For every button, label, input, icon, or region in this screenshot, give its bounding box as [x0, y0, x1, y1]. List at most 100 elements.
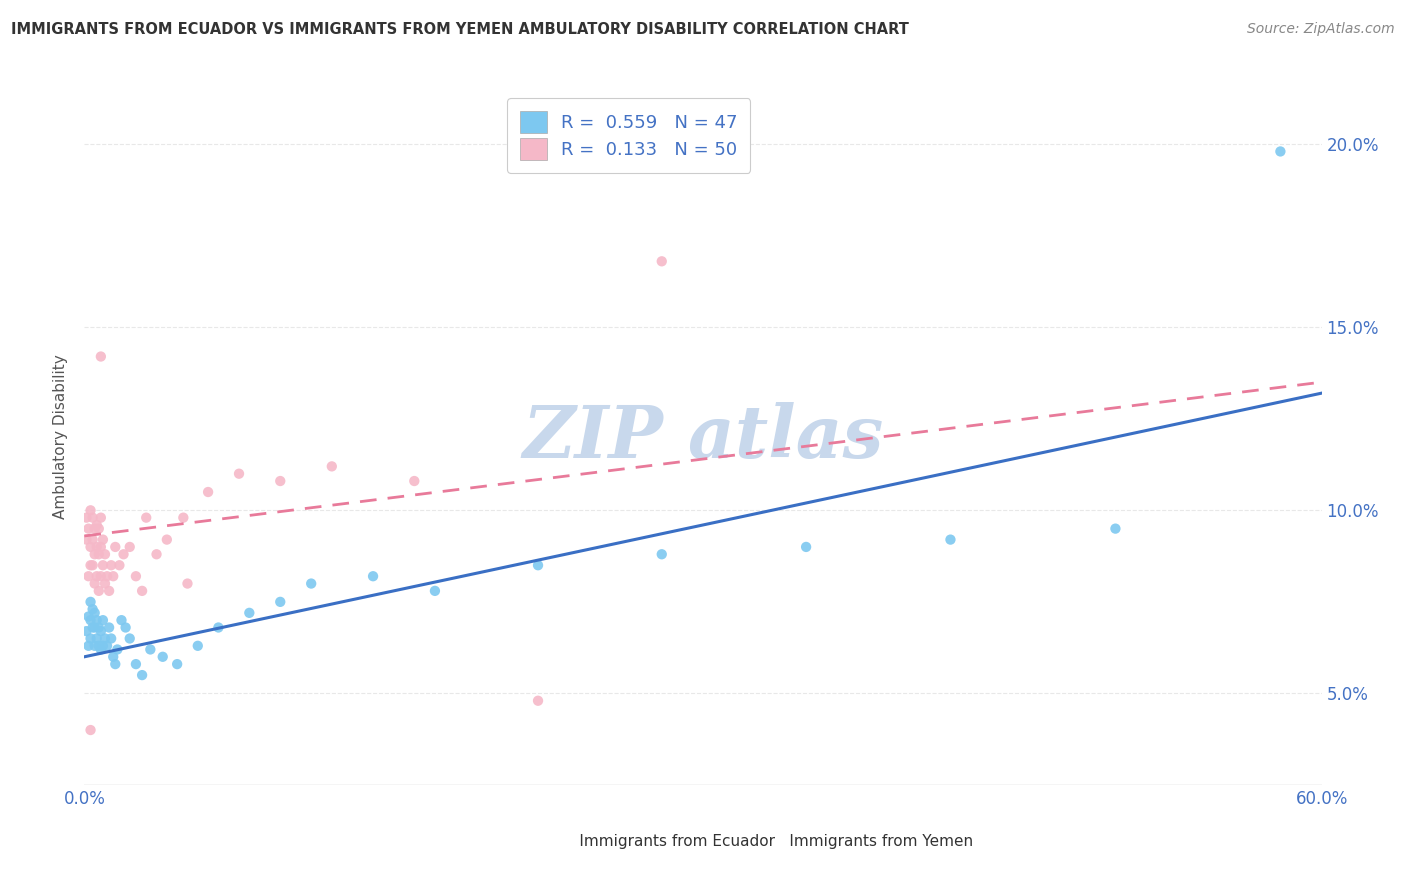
Point	[83, 620, 105, 634]
Point	[269, 595, 291, 609]
Point	[86, 540, 108, 554]
Point	[939, 533, 962, 547]
Point	[96, 569, 118, 583]
Point	[87, 522, 110, 536]
Point	[77, 609, 100, 624]
Point	[135, 510, 157, 524]
Point	[87, 583, 110, 598]
Point	[145, 547, 167, 561]
Point	[176, 576, 198, 591]
Point	[112, 547, 135, 561]
Point	[79, 503, 101, 517]
Point	[238, 606, 260, 620]
Point	[75, 533, 97, 547]
Point	[94, 632, 117, 646]
Point	[125, 657, 148, 672]
Point	[105, 642, 128, 657]
Point	[90, 540, 112, 554]
Point	[152, 649, 174, 664]
Text: Immigrants from Ecuador: Immigrants from Ecuador	[554, 834, 775, 848]
Point	[794, 540, 817, 554]
Point	[207, 620, 229, 634]
Point	[228, 467, 250, 481]
Point	[108, 558, 131, 573]
Point	[110, 613, 132, 627]
Point	[82, 602, 104, 616]
Point	[82, 510, 104, 524]
Point	[79, 723, 101, 737]
Point	[87, 639, 110, 653]
Point	[79, 613, 101, 627]
Point	[90, 624, 112, 639]
Point	[82, 558, 104, 573]
Point	[82, 620, 104, 634]
Text: Source: ZipAtlas.com: Source: ZipAtlas.com	[1247, 22, 1395, 37]
Point	[94, 547, 117, 561]
Point	[104, 657, 127, 672]
Point	[166, 657, 188, 672]
Point	[87, 547, 110, 561]
Point	[299, 576, 322, 591]
Point	[91, 533, 114, 547]
Point	[269, 474, 291, 488]
Point	[96, 639, 118, 653]
Point	[82, 533, 104, 547]
Point	[1104, 522, 1126, 536]
Point	[321, 459, 343, 474]
Point	[79, 558, 101, 573]
Point	[527, 558, 550, 573]
Point	[98, 620, 121, 634]
Point	[651, 254, 673, 268]
Bar	[523, 827, 551, 844]
Point	[79, 540, 101, 554]
Point	[197, 485, 219, 500]
Text: ZIP atlas: ZIP atlas	[523, 401, 883, 473]
Point	[91, 639, 114, 653]
Point	[83, 547, 105, 561]
Point	[90, 642, 112, 657]
Point	[77, 569, 100, 583]
Point	[90, 569, 112, 583]
Point	[187, 639, 209, 653]
Point	[91, 558, 114, 573]
Point	[87, 620, 110, 634]
Point	[77, 639, 100, 653]
Point	[86, 569, 108, 583]
Point	[131, 583, 153, 598]
Point	[86, 518, 108, 533]
Point	[103, 649, 125, 664]
Point	[75, 510, 97, 524]
Point	[527, 694, 550, 708]
Point	[98, 583, 121, 598]
Point	[651, 547, 673, 561]
Point	[100, 632, 122, 646]
Point	[118, 540, 141, 554]
Bar	[747, 827, 773, 844]
Point	[94, 576, 117, 591]
Point	[125, 569, 148, 583]
Point	[86, 613, 108, 627]
Point	[83, 639, 105, 653]
Point	[1270, 145, 1292, 159]
Point	[114, 620, 136, 634]
Point	[100, 558, 122, 573]
Point	[139, 642, 162, 657]
Point	[86, 632, 108, 646]
Point	[404, 474, 426, 488]
Point	[83, 606, 105, 620]
Point	[423, 583, 446, 598]
Text: IMMIGRANTS FROM ECUADOR VS IMMIGRANTS FROM YEMEN AMBULATORY DISABILITY CORRELATI: IMMIGRANTS FROM ECUADOR VS IMMIGRANTS FR…	[11, 22, 910, 37]
Point	[361, 569, 384, 583]
Point	[79, 595, 101, 609]
Point	[79, 632, 101, 646]
Point	[131, 668, 153, 682]
Point	[104, 540, 127, 554]
Legend: R =  0.559   N = 47, R =  0.133   N = 50: R = 0.559 N = 47, R = 0.133 N = 50	[508, 98, 751, 173]
Point	[75, 624, 97, 639]
Point	[118, 632, 141, 646]
Point	[172, 510, 194, 524]
Y-axis label: Ambulatory Disability: Ambulatory Disability	[53, 355, 69, 519]
Point	[90, 350, 112, 364]
Point	[156, 533, 179, 547]
Point	[103, 569, 125, 583]
